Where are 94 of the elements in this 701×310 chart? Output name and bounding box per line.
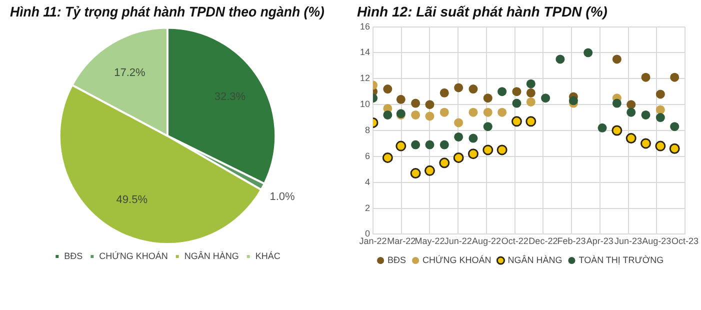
legend-label: CHỨNG KHOÁN [422, 254, 492, 265]
point [410, 168, 421, 179]
point [440, 108, 449, 117]
point [641, 110, 650, 120]
y-tick-label: 12 [360, 73, 370, 84]
x-tick-label: Jun-23 [614, 236, 642, 246]
x-tick-label: Mar-22 [387, 236, 416, 246]
point [425, 140, 434, 150]
legend-label: BĐS [388, 254, 406, 265]
data-label: 17.2% [114, 66, 146, 79]
point [612, 125, 622, 136]
y-tick-label: 14 [360, 47, 370, 58]
x-tick-label: Aug-23 [642, 236, 672, 246]
point [440, 88, 449, 98]
point [382, 152, 393, 163]
data-label: 1.0% [270, 191, 296, 204]
point [626, 133, 636, 144]
point [641, 72, 650, 82]
point [598, 123, 607, 132]
point [526, 88, 536, 98]
point [626, 108, 636, 117]
x-tick-label: Aug-22 [472, 236, 501, 246]
legend-label: NGÂN HÀNG [184, 250, 239, 261]
point [584, 48, 593, 58]
point [656, 90, 665, 99]
legend-label: TOÀN THỊ TRƯỜNG [578, 254, 664, 265]
chart-title: Hình 12: Lãi suất phát hành TPDN (%) [357, 3, 608, 20]
x-tick-label: Apr-23 [586, 236, 614, 246]
chart-title: Hình 11: Tỷ trọng phát hành TPDN theo ngành (%) [10, 4, 325, 20]
x-tick-label: May-22 [414, 236, 445, 246]
point [483, 122, 492, 132]
point [626, 100, 636, 110]
x-tick-label: Feb-23 [557, 236, 586, 246]
point [468, 134, 478, 143]
point [383, 110, 392, 120]
point [424, 165, 435, 176]
point [556, 54, 565, 64]
point [526, 97, 536, 106]
y-tick-label: 2 [364, 202, 370, 213]
point [411, 110, 420, 120]
point [512, 98, 522, 108]
point [383, 84, 392, 94]
legend-label: BĐS [64, 250, 83, 261]
y-tick-label: 6 [364, 150, 370, 161]
y-tick-label: 4 [364, 176, 370, 187]
point [526, 79, 536, 88]
point [498, 87, 507, 96]
point [468, 108, 478, 117]
point [411, 140, 420, 150]
y-tick-label: 8 [364, 124, 370, 135]
point [483, 108, 492, 117]
point [670, 72, 680, 82]
x-tick-label: Jan-22 [359, 236, 387, 246]
point [612, 98, 622, 108]
point [669, 143, 680, 154]
legend-label: CHỨNG KHOÁN [99, 250, 168, 261]
point [425, 100, 434, 110]
legend-label: NGÂN HÀNG [508, 254, 562, 265]
point [411, 98, 420, 108]
x-tick-label: Oct-23 [671, 236, 699, 246]
y-tick-label: 10 [360, 99, 370, 110]
point [498, 108, 507, 117]
y-tick-label: 0 [364, 228, 370, 239]
point [511, 116, 522, 127]
point [512, 87, 522, 96]
point [468, 148, 478, 160]
point [655, 140, 666, 152]
point [496, 144, 508, 156]
x-tick-label: Oct-22 [501, 236, 528, 246]
point [656, 105, 665, 114]
point [425, 112, 434, 121]
point [526, 116, 536, 127]
point [454, 83, 464, 92]
point [454, 132, 464, 142]
y-tick-label: 16 [360, 21, 370, 32]
point [670, 122, 680, 132]
data-label: 49.5% [116, 194, 148, 206]
legend-label: KHÁC [255, 250, 281, 261]
x-tick-label: Dec-22 [528, 236, 558, 246]
point [396, 94, 406, 104]
point [656, 113, 665, 122]
point [439, 158, 450, 168]
point [453, 152, 464, 163]
point [454, 118, 464, 128]
point [396, 140, 406, 152]
x-tick-label: Jun-22 [444, 236, 472, 246]
point [541, 94, 550, 103]
point [468, 84, 478, 94]
point [640, 138, 652, 149]
point [440, 140, 449, 150]
point [483, 94, 492, 103]
point [568, 96, 578, 106]
point [612, 54, 622, 64]
point [482, 144, 494, 156]
